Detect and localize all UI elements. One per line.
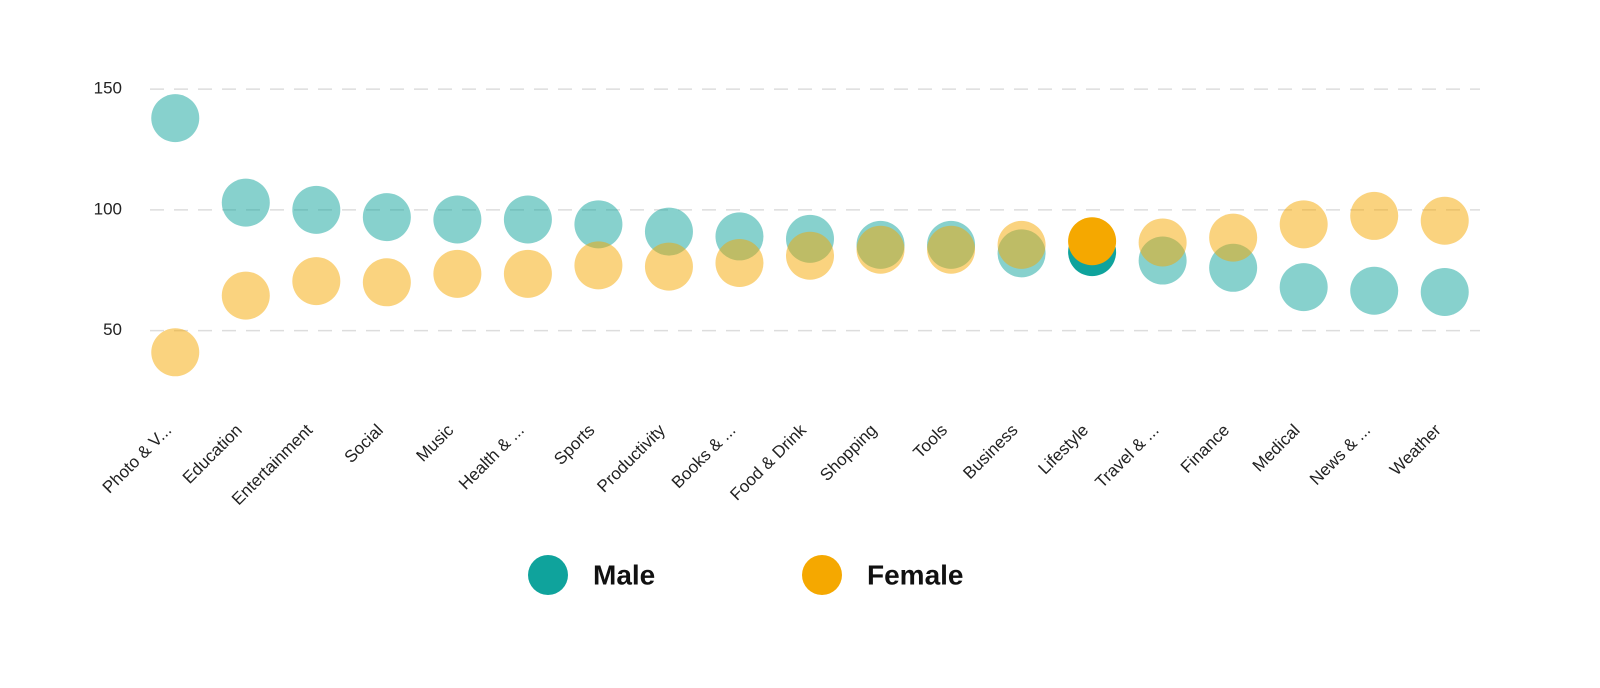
dot — [1279, 263, 1328, 312]
dot — [786, 231, 834, 280]
dot — [433, 195, 482, 244]
x-tick-label: Lifestyle — [1035, 421, 1093, 479]
dot — [644, 242, 693, 291]
dot — [221, 178, 270, 227]
dot — [433, 249, 482, 298]
dot — [927, 225, 976, 274]
dot — [1068, 217, 1117, 266]
legend-label: Male — [593, 559, 655, 590]
x-tick-label: Food & Drink — [726, 420, 810, 504]
y-tick-label: 50 — [103, 320, 122, 339]
dot — [1350, 266, 1399, 315]
x-tick-label: Photo & V... — [99, 421, 175, 497]
y-tick-label: 150 — [94, 79, 122, 98]
dot — [503, 249, 552, 298]
dot — [644, 207, 693, 256]
dot — [997, 220, 1046, 269]
dot — [1138, 218, 1187, 267]
legend-marker — [528, 555, 568, 595]
x-tick-label: Finance — [1177, 421, 1233, 477]
dot — [1350, 191, 1399, 240]
x-tick-label: Business — [959, 421, 1021, 483]
x-tick-label: News & ... — [1306, 421, 1374, 489]
dot — [362, 258, 411, 307]
x-tick-label: Productivity — [593, 420, 669, 496]
x-tick-label: Weather — [1386, 420, 1445, 479]
x-tick-label: Travel & ... — [1092, 421, 1163, 492]
dot — [292, 257, 341, 306]
dot — [292, 185, 341, 234]
x-tick-label: Books & ... — [668, 421, 740, 493]
dot — [856, 225, 905, 274]
dot — [715, 238, 764, 287]
dot — [1420, 196, 1469, 245]
x-tick-label: Education — [179, 421, 246, 488]
dot — [574, 200, 623, 249]
x-tick-label: Social — [341, 421, 387, 467]
dot — [1209, 213, 1258, 262]
dot — [151, 94, 200, 143]
x-tick-label: Shopping — [816, 421, 880, 485]
legend-label: Female — [867, 559, 964, 590]
legend-marker — [802, 555, 842, 595]
dot — [221, 271, 270, 320]
dot — [1279, 200, 1328, 249]
x-tick-label: Health & ... — [455, 421, 528, 494]
x-tick-label: Music — [413, 420, 458, 465]
dot — [1420, 267, 1469, 316]
dot — [151, 328, 200, 377]
dot — [362, 193, 411, 242]
dot — [503, 195, 552, 244]
x-tick-label: Sports — [550, 421, 598, 469]
dot — [574, 241, 623, 290]
y-tick-label: 100 — [94, 199, 122, 218]
x-tick-label: Tools — [910, 421, 951, 462]
x-tick-label: Medical — [1249, 421, 1304, 476]
